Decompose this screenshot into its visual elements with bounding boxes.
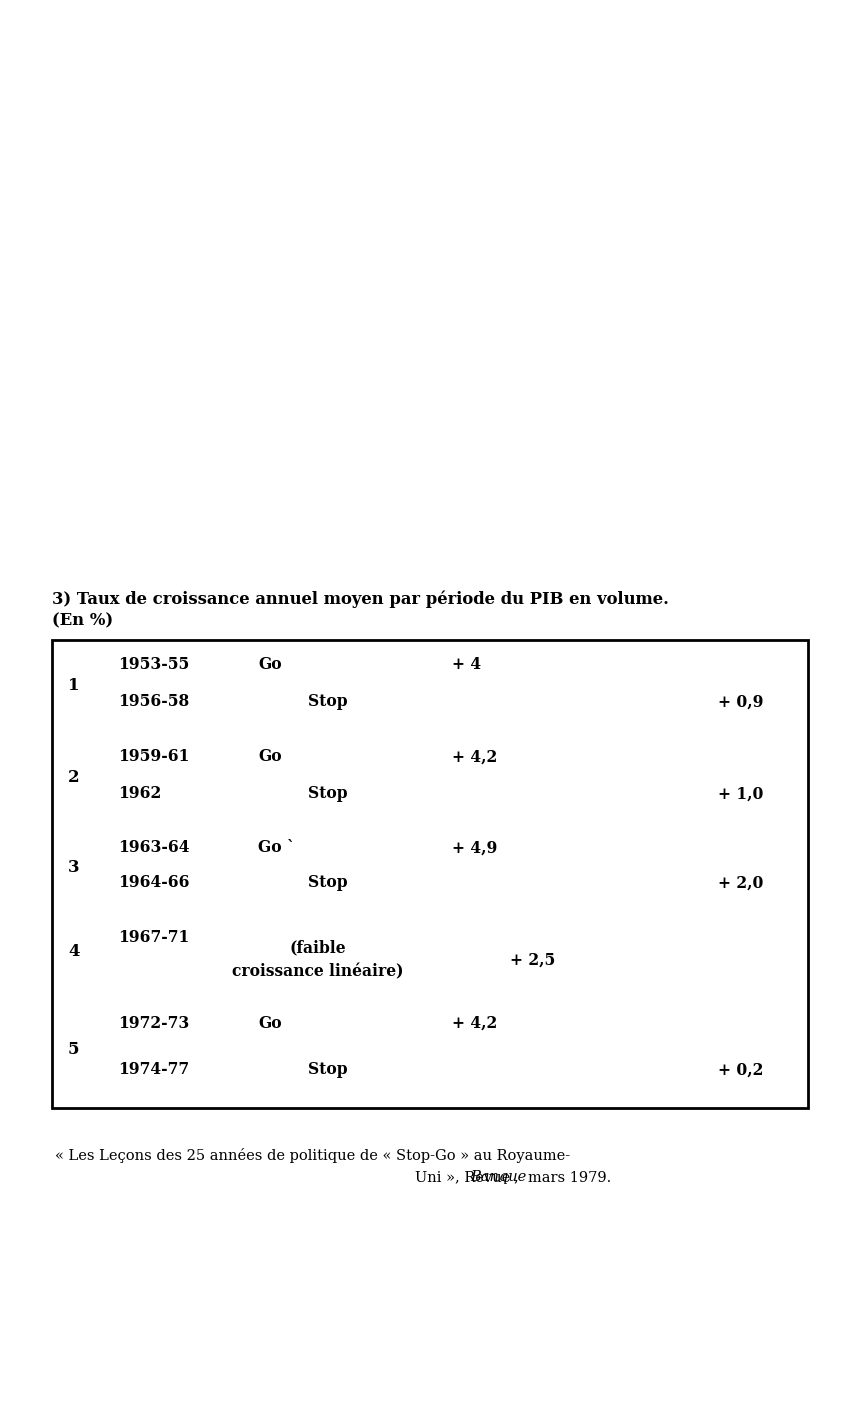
Text: Uni », Revue: Uni », Revue	[415, 1170, 515, 1184]
Text: 3: 3	[68, 859, 80, 876]
Text: Go `: Go `	[258, 839, 295, 856]
Text: ,  mars 1979.: , mars 1979.	[514, 1170, 611, 1184]
Text: 1962: 1962	[118, 786, 162, 803]
Text: Banque: Banque	[470, 1170, 526, 1184]
Text: + 4,2: + 4,2	[452, 749, 498, 766]
Text: Go: Go	[258, 1015, 281, 1032]
Text: 4: 4	[68, 943, 80, 960]
Text: 1963-64: 1963-64	[118, 839, 190, 856]
Text: + 1,0: + 1,0	[718, 786, 764, 803]
Text: (En %): (En %)	[52, 613, 113, 630]
Text: 1967-71: 1967-71	[118, 929, 189, 946]
Text: 3) Taux de croissance annuel moyen par période du PIB en volume.: 3) Taux de croissance annuel moyen par p…	[52, 590, 669, 607]
Text: Stop: Stop	[308, 875, 348, 892]
Text: Stop: Stop	[308, 786, 348, 803]
Text: + 4,9: + 4,9	[452, 839, 498, 856]
Text: Stop: Stop	[308, 1061, 348, 1078]
Text: 1953-55: 1953-55	[118, 657, 189, 674]
Text: Go: Go	[258, 657, 281, 674]
Text: 5: 5	[68, 1041, 80, 1058]
Text: « Les Leçons des 25 années de politique de « Stop-Go » au Royaume-: « Les Leçons des 25 années de politique …	[55, 1149, 570, 1163]
Text: + 0,9: + 0,9	[718, 693, 764, 710]
Bar	[52, 640, 808, 1107]
Text: 1959-61: 1959-61	[118, 749, 189, 766]
Text: 1972-73: 1972-73	[118, 1015, 189, 1032]
Text: (faible
croissance linéaire): (faible croissance linéaire)	[233, 940, 404, 980]
Text: 1974-77: 1974-77	[118, 1061, 189, 1078]
Text: 1964-66: 1964-66	[118, 875, 190, 892]
Text: 2: 2	[68, 770, 80, 787]
Text: + 0,2: + 0,2	[718, 1061, 764, 1078]
Text: Go: Go	[258, 749, 281, 766]
Text: + 2,0: + 2,0	[718, 875, 764, 892]
Text: 1: 1	[68, 678, 80, 695]
Text: Stop: Stop	[308, 693, 348, 710]
Text: + 4,2: + 4,2	[452, 1015, 498, 1032]
Text: 1956-58: 1956-58	[118, 693, 189, 710]
Text: + 4: + 4	[452, 657, 481, 674]
Text: + 2,5: + 2,5	[510, 951, 555, 968]
